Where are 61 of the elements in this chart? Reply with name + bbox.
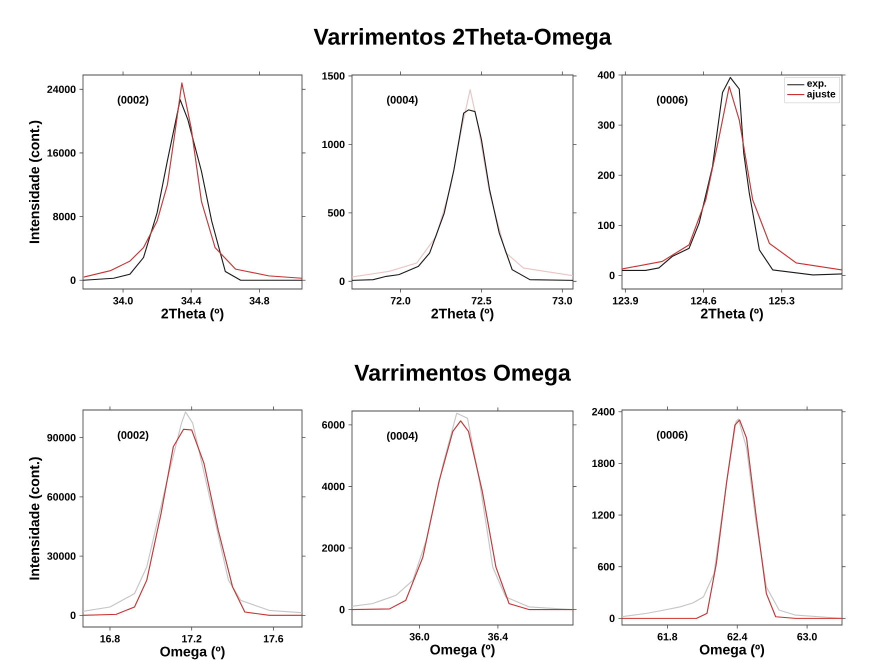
- x-tick-label: 72.0: [390, 297, 410, 304]
- x-axis-title: 2Theta (º): [431, 308, 494, 322]
- annotation: (0006): [656, 96, 688, 106]
- y-tick-label: 2400: [592, 408, 615, 416]
- x-tick-label: 61.8: [658, 633, 678, 640]
- legend-label: exp.: [807, 81, 826, 89]
- y-tick-label: 16000: [48, 149, 76, 157]
- y-tick-label: 0: [610, 272, 615, 280]
- y-tick-label: 200: [598, 172, 615, 179]
- y-tick-label: 100: [598, 222, 615, 230]
- x-tick-label: 63.0: [797, 633, 817, 640]
- annotation: (0004): [387, 432, 418, 442]
- y-axis-title: Intensidade (cont.): [29, 120, 42, 244]
- chart-title: Varrimentos Omega: [354, 364, 571, 386]
- x-axis-title: Omega (º): [160, 646, 225, 660]
- y-tick-label: 500: [328, 209, 345, 217]
- y-tick-label: 0: [610, 614, 615, 622]
- y-tick-label: 6000: [322, 421, 345, 429]
- y-tick-label: 400: [598, 71, 615, 79]
- x-tick-label: 34.4: [181, 297, 202, 304]
- chart-title: Varrimentos 2Theta-Omega: [314, 28, 612, 50]
- y-tick-label: 0: [70, 612, 76, 620]
- x-tick-label: 62.4: [727, 633, 748, 640]
- y-tick-label: 2000: [322, 544, 345, 552]
- y-tick-label: 1000: [322, 140, 345, 148]
- annotation: (0006): [656, 430, 688, 441]
- x-tick-label: 73.0: [552, 297, 572, 304]
- y-tick-label: 600: [598, 563, 615, 570]
- annotation: (0002): [118, 96, 148, 106]
- y-tick-label: 0: [340, 278, 345, 286]
- y-tick-label: 1500: [322, 72, 345, 80]
- x-tick-label: 123.9: [612, 297, 638, 304]
- x-tick-label: 17.6: [264, 635, 284, 642]
- y-tick-label: 1200: [592, 511, 615, 519]
- annotation: (0004): [387, 96, 418, 106]
- x-axis-title: 2Theta (º): [161, 308, 224, 322]
- x-tick-label: 17.2: [182, 635, 202, 642]
- x-tick-label: 16.8: [100, 635, 120, 642]
- legend-label: ajuste: [807, 90, 836, 100]
- y-tick-label: 30000: [47, 552, 76, 560]
- y-axis-title: Intensidade (cont.): [29, 457, 42, 580]
- x-tick-label: 36.0: [410, 633, 430, 640]
- y-tick-label: 0: [340, 606, 345, 614]
- y-tick-label: 4000: [322, 482, 345, 490]
- y-tick-label: 0: [70, 276, 76, 284]
- y-tick-label: 300: [598, 121, 615, 129]
- x-tick-label: 34.8: [249, 297, 270, 304]
- x-axis-title: Omega (º): [430, 644, 495, 658]
- y-tick-label: 1800: [592, 460, 615, 468]
- y-tick-label: 60000: [47, 493, 76, 501]
- y-tick-label: 24000: [47, 86, 76, 94]
- x-tick-label: 72.5: [472, 297, 492, 304]
- x-axis-title: 2Theta (º): [700, 308, 763, 322]
- x-axis-title: Omega (º): [700, 644, 764, 658]
- y-tick-label: 8000: [53, 212, 76, 220]
- x-tick-label: 36.4: [488, 633, 508, 640]
- y-tick-label: 90000: [47, 434, 76, 442]
- annotation: (0002): [118, 430, 148, 442]
- x-tick-label: 124.6: [691, 297, 716, 304]
- x-tick-label: 125.3: [769, 297, 794, 304]
- x-tick-label: 34.0: [113, 297, 133, 304]
